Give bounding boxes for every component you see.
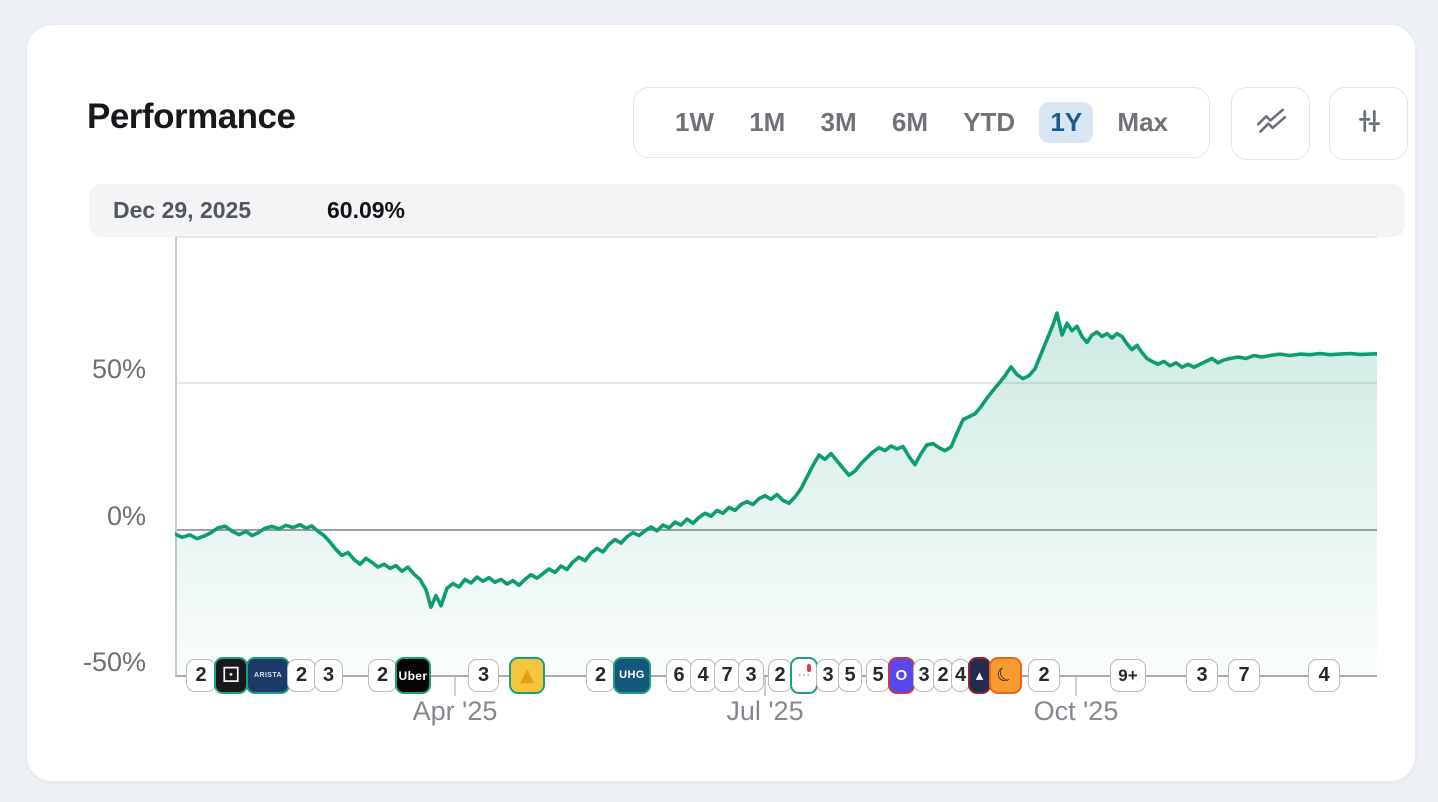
event-count-badge[interactable]: 5 [838, 659, 862, 692]
compare-lines-icon [1254, 104, 1288, 143]
range-option-max[interactable]: Max [1117, 107, 1168, 137]
event-count-badge[interactable]: 2 [186, 659, 216, 692]
purple-ring-logo[interactable]: O [888, 657, 915, 694]
performance-line [175, 311, 1377, 609]
event-count-badge[interactable]: 6 [666, 659, 692, 692]
orange-swirl-logo[interactable]: ☾ [989, 657, 1022, 694]
chart-settings-sliders-icon [1352, 104, 1386, 143]
x-tick [764, 677, 766, 696]
page-title: Performance [87, 97, 296, 136]
arista-logo[interactable]: ARISTA [246, 657, 290, 694]
performance-area-chart[interactable] [175, 237, 1377, 677]
purple-ring-logo-mark: O [895, 667, 908, 684]
event-count-badge[interactable]: 7 [1228, 659, 1260, 692]
y-tick-label-50: 50% [91, 354, 146, 385]
area-fill [175, 313, 1377, 676]
event-count-badge[interactable]: 4 [1308, 659, 1340, 692]
event-count-badge[interactable]: 3 [468, 659, 499, 692]
arista-logo-mark: ARISTA [254, 672, 282, 679]
range-option-3m[interactable]: 3M [820, 107, 857, 137]
event-count-badge[interactable]: 3 [738, 659, 764, 692]
readout-value: 60.09% [327, 197, 406, 223]
y-tick-label-0: 0% [106, 500, 146, 531]
event-count-badge[interactable]: 2 [933, 659, 953, 692]
hover-readout-bar: Dec 29, 2025 60.09% [89, 184, 1405, 237]
die-cube-logo-mark: ⚀ [221, 663, 241, 687]
event-count-badge[interactable]: 3 [816, 659, 840, 692]
chart-settings-button[interactable] [1329, 87, 1408, 160]
event-count-badge[interactable]: 7 [714, 659, 740, 692]
x-tick-label: Jul '25 [726, 696, 804, 726]
event-count-badge[interactable]: 2 [768, 659, 792, 692]
range-option-1y[interactable]: 1Y [1039, 102, 1094, 143]
y-tick-label--50: -50% [82, 647, 146, 677]
event-count-badge[interactable]: 5 [866, 659, 890, 692]
range-option-ytd[interactable]: YTD [963, 107, 1016, 137]
fine-print-logo[interactable]: ⋯ [790, 657, 818, 694]
range-option-1w[interactable]: 1W [675, 107, 714, 137]
orange-swirl-logo-mark: ☾ [992, 661, 1019, 689]
event-count-badge[interactable]: 4 [690, 659, 716, 692]
event-count-badge[interactable]: 2 [287, 659, 316, 692]
gridline-100pct [175, 236, 1377, 238]
event-count-badge[interactable]: 2 [1028, 659, 1060, 692]
uber-logo[interactable]: Uber [395, 657, 431, 694]
event-count-badge[interactable]: 3 [314, 659, 343, 692]
x-tick [454, 677, 456, 696]
uhg-logo[interactable]: UHG [613, 657, 651, 694]
compare-button[interactable] [1231, 87, 1310, 160]
gold-triangle-logo[interactable]: ▲ [509, 657, 545, 694]
y-axis-line [175, 237, 177, 676]
die-cube-logo[interactable]: ⚀ [214, 657, 248, 694]
navy-sail-logo-mark: ▴ [975, 666, 984, 684]
range-option-1m[interactable]: 1M [749, 107, 786, 137]
gridline-50pct [175, 382, 1377, 384]
event-count-badge[interactable]: 2 [586, 659, 615, 692]
event-count-badge[interactable]: 3 [1186, 659, 1218, 692]
fine-print-logo-mark: ⋯ [797, 668, 811, 683]
x-tick-label: Apr '25 [412, 696, 498, 726]
accent-mark [807, 664, 811, 672]
uhg-logo-mark: UHG [619, 669, 645, 681]
event-count-badge[interactable]: 3 [913, 659, 935, 692]
gold-triangle-logo-mark: ▲ [520, 664, 534, 686]
event-count-badge[interactable]: 2 [368, 659, 397, 692]
x-tick-label: Oct '25 [1033, 696, 1119, 726]
navy-sail-logo[interactable]: ▴ [968, 657, 991, 694]
x-tick [1075, 677, 1077, 696]
readout-date: Dec 29, 2025 [113, 197, 252, 223]
range-selector: 1W 1M 3M 6M YTD 1Y Max [633, 87, 1210, 158]
range-option-6m[interactable]: 6M [891, 107, 928, 137]
event-count-badge[interactable]: 9+ [1110, 659, 1146, 692]
uber-logo-mark: Uber [398, 668, 428, 683]
